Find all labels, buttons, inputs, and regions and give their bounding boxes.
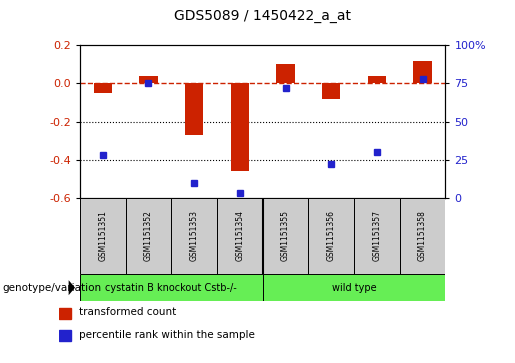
FancyBboxPatch shape [80, 198, 126, 274]
Text: GSM1151356: GSM1151356 [327, 211, 336, 261]
Text: GSM1151351: GSM1151351 [98, 211, 107, 261]
Text: GSM1151354: GSM1151354 [235, 211, 244, 261]
Text: GSM1151358: GSM1151358 [418, 211, 427, 261]
FancyBboxPatch shape [308, 198, 354, 274]
FancyBboxPatch shape [126, 198, 171, 274]
Text: wild type: wild type [332, 283, 376, 293]
Bar [277, 65, 295, 83]
Bar [322, 83, 340, 99]
Bar [414, 61, 432, 83]
Text: cystatin B knockout Cstb-/-: cystatin B knockout Cstb-/- [106, 283, 237, 293]
Text: genotype/variation: genotype/variation [3, 283, 101, 293]
FancyBboxPatch shape [263, 198, 308, 274]
Text: transformed count: transformed count [79, 307, 177, 317]
Text: percentile rank within the sample: percentile rank within the sample [79, 330, 255, 340]
Text: GSM1151357: GSM1151357 [372, 211, 382, 261]
Text: GDS5089 / 1450422_a_at: GDS5089 / 1450422_a_at [174, 9, 351, 23]
Bar [59, 330, 71, 341]
Bar [231, 83, 249, 171]
Bar [94, 83, 112, 93]
FancyBboxPatch shape [171, 198, 217, 274]
FancyArrow shape [64, 280, 75, 295]
Bar [368, 76, 386, 83]
Text: GSM1151353: GSM1151353 [190, 211, 199, 261]
Bar [139, 76, 158, 83]
FancyBboxPatch shape [263, 274, 445, 301]
FancyBboxPatch shape [354, 198, 400, 274]
Bar [59, 308, 71, 319]
FancyBboxPatch shape [400, 198, 445, 274]
FancyBboxPatch shape [217, 198, 263, 274]
FancyBboxPatch shape [80, 274, 263, 301]
Bar [185, 83, 203, 135]
Text: GSM1151352: GSM1151352 [144, 211, 153, 261]
Text: GSM1151355: GSM1151355 [281, 211, 290, 261]
